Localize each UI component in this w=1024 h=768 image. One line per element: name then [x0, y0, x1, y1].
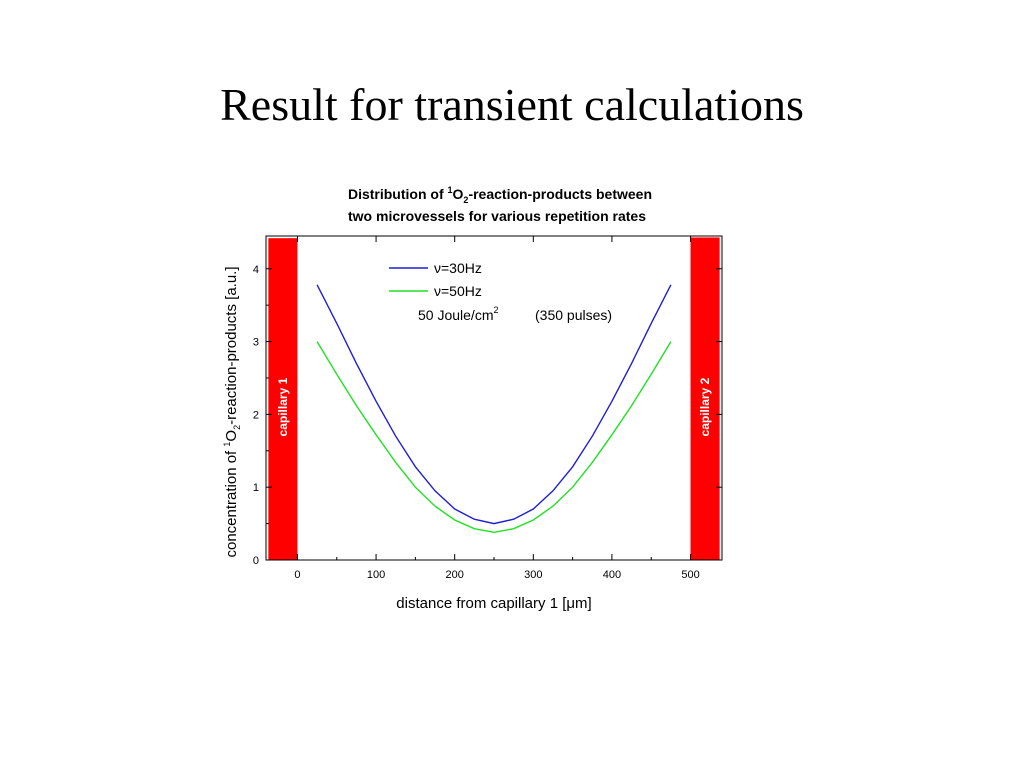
- y-tick-label: 3: [253, 337, 259, 349]
- x-tick-label: 200: [446, 569, 464, 581]
- slide-title: Result for transient calculations: [220, 79, 804, 130]
- annotation-pulses: (350 pulses): [535, 307, 612, 323]
- capillary-1-label: capillary 1: [276, 377, 290, 436]
- y-tick-label: 1: [253, 482, 259, 494]
- annotation-energy: 50 Joule/cm2: [418, 305, 499, 323]
- plot-frame: [265, 235, 723, 561]
- y-axis-label: concentration of 1O2-reaction-products […: [222, 266, 242, 557]
- capillary-2-bar: [690, 237, 720, 560]
- x-tick-label: 0: [294, 569, 300, 581]
- legend-label-30hz: ν=30Hz: [434, 260, 482, 276]
- capillary-2-label: capillary 2: [698, 377, 712, 436]
- series-line-30hz: [316, 284, 672, 525]
- x-tick-label: 400: [603, 569, 621, 581]
- y-tick-label: 4: [253, 264, 259, 276]
- x-tick-label: 100: [367, 569, 385, 581]
- y-tick-label: 0: [253, 555, 259, 567]
- chart-title-line2: two microvessels for various repetition …: [348, 208, 646, 224]
- x-tick-label: 300: [524, 569, 542, 581]
- chart-title-line1: Distribution of 1O2-reaction-products be…: [348, 185, 652, 205]
- legend-label-50hz: ν=50Hz: [434, 283, 482, 299]
- capillary-1-bar: [268, 238, 298, 560]
- x-tick-label: 500: [681, 569, 699, 581]
- series-line-50hz: [316, 341, 672, 534]
- y-tick-label: 2: [253, 409, 259, 421]
- x-axis-label: distance from capillary 1 [μm]: [396, 595, 591, 612]
